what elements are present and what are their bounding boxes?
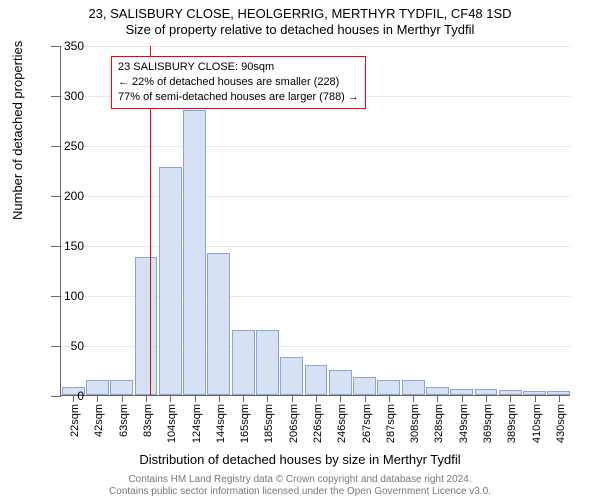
x-axis-label: Distribution of detached houses by size … xyxy=(0,452,600,467)
title-sub: Size of property relative to detached ho… xyxy=(0,22,600,38)
x-tick-label: 389sqm xyxy=(506,404,518,443)
bar xyxy=(305,365,328,395)
x-tick-label: 328sqm xyxy=(433,404,445,443)
x-tick-label: 22sqm xyxy=(69,404,81,437)
bar xyxy=(183,110,206,395)
y-axis-label: Number of detached properties xyxy=(10,41,25,220)
bar xyxy=(426,387,449,395)
x-tick-label: 165sqm xyxy=(239,404,251,443)
x-tick-label: 246sqm xyxy=(336,404,348,443)
annotation-line: 23 SALISBURY CLOSE: 90sqm xyxy=(118,60,359,75)
annotation-line: 77% of semi-detached houses are larger (… xyxy=(118,90,359,105)
x-tick-label: 287sqm xyxy=(385,404,397,443)
gridline xyxy=(61,146,571,147)
x-tick-label: 144sqm xyxy=(215,404,227,443)
x-tick xyxy=(340,396,341,402)
x-tick xyxy=(559,396,560,402)
chart-container: 23, SALISBURY CLOSE, HEOLGERRIG, MERTHYR… xyxy=(0,0,600,500)
bar xyxy=(523,391,546,395)
x-tick xyxy=(365,396,366,402)
x-tick-label: 206sqm xyxy=(288,404,300,443)
y-tick-label: 350 xyxy=(44,39,84,53)
title-main: 23, SALISBURY CLOSE, HEOLGERRIG, MERTHYR… xyxy=(0,6,600,22)
annotation-box: 23 SALISBURY CLOSE: 90sqm← 22% of detach… xyxy=(111,56,366,109)
plot-region: 22sqm42sqm63sqm83sqm104sqm124sqm144sqm16… xyxy=(60,46,570,396)
footer: Contains HM Land Registry data © Crown c… xyxy=(0,474,600,498)
x-tick-label: 226sqm xyxy=(312,404,324,443)
y-tick-label: 300 xyxy=(44,89,84,103)
x-tick-label: 308sqm xyxy=(409,404,421,443)
y-tick-label: 150 xyxy=(44,239,84,253)
x-tick-label: 104sqm xyxy=(166,404,178,443)
bar xyxy=(329,370,352,395)
x-tick xyxy=(413,396,414,402)
bar xyxy=(450,389,473,395)
bar xyxy=(353,377,376,395)
x-tick-label: 63sqm xyxy=(118,404,130,437)
x-tick xyxy=(146,396,147,402)
x-tick xyxy=(243,396,244,402)
y-tick-label: 200 xyxy=(44,189,84,203)
x-tick xyxy=(535,396,536,402)
annotation-line: ← 22% of detached houses are smaller (22… xyxy=(118,75,359,90)
x-tick-label: 349sqm xyxy=(458,404,470,443)
y-tick-label: 100 xyxy=(44,289,84,303)
x-tick xyxy=(267,396,268,402)
x-tick xyxy=(437,396,438,402)
y-tick-label: 50 xyxy=(44,339,84,353)
bar xyxy=(232,330,255,395)
x-tick xyxy=(292,396,293,402)
chart-area: 22sqm42sqm63sqm83sqm104sqm124sqm144sqm16… xyxy=(60,46,570,396)
bar xyxy=(207,253,230,395)
x-tick-label: 369sqm xyxy=(482,404,494,443)
footer-line-1: Contains HM Land Registry data © Crown c… xyxy=(0,474,600,486)
x-tick xyxy=(389,396,390,402)
footer-line-2: Contains public sector information licen… xyxy=(0,486,600,498)
y-tick-label: 0 xyxy=(44,389,84,403)
x-tick-label: 185sqm xyxy=(263,404,275,443)
bar xyxy=(377,380,400,395)
x-tick xyxy=(97,396,98,402)
x-tick xyxy=(170,396,171,402)
x-tick-label: 42sqm xyxy=(93,404,105,437)
gridline xyxy=(61,246,571,247)
x-tick xyxy=(122,396,123,402)
x-tick-label: 83sqm xyxy=(142,404,154,437)
x-tick-label: 410sqm xyxy=(531,404,543,443)
x-tick xyxy=(316,396,317,402)
bar xyxy=(475,389,498,395)
bar xyxy=(159,167,182,395)
x-tick-label: 430sqm xyxy=(555,404,567,443)
x-tick xyxy=(462,396,463,402)
x-tick xyxy=(195,396,196,402)
y-tick-label: 250 xyxy=(44,139,84,153)
titles: 23, SALISBURY CLOSE, HEOLGERRIG, MERTHYR… xyxy=(0,6,600,39)
bar xyxy=(256,330,279,395)
x-tick-label: 124sqm xyxy=(191,404,203,443)
gridline xyxy=(61,196,571,197)
bar xyxy=(280,357,303,395)
bar xyxy=(547,391,570,395)
x-tick xyxy=(510,396,511,402)
bar xyxy=(86,380,109,395)
x-tick xyxy=(486,396,487,402)
x-tick xyxy=(219,396,220,402)
x-tick-label: 267sqm xyxy=(361,404,373,443)
bar xyxy=(135,257,158,395)
bar xyxy=(110,380,133,395)
gridline xyxy=(61,46,571,47)
bar xyxy=(402,380,425,395)
bar xyxy=(499,390,522,395)
